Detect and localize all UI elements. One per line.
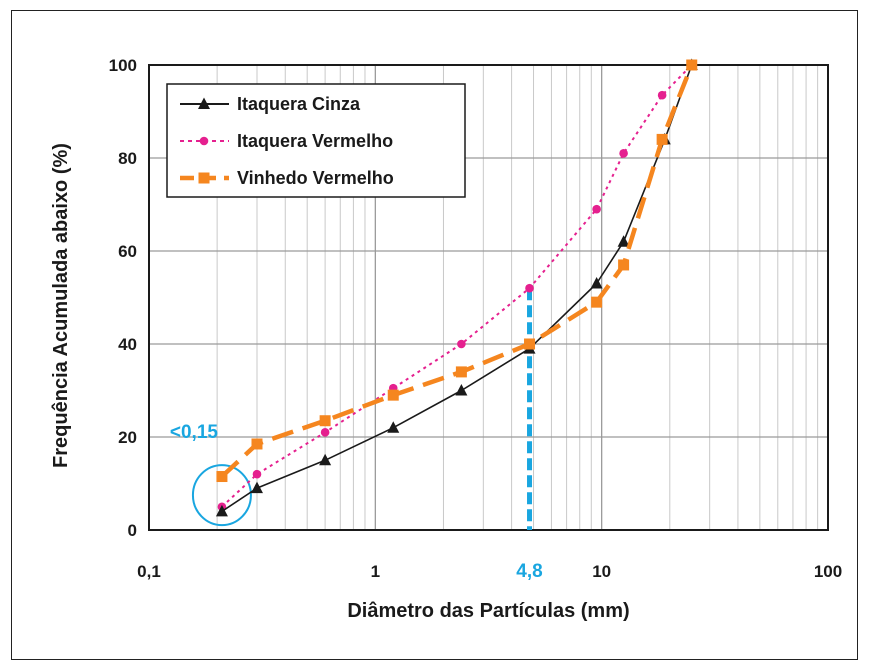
legend-item: Itaquera Vermelho <box>180 131 393 151</box>
data-point <box>387 421 400 433</box>
data-point <box>455 384 468 396</box>
data-point <box>686 59 698 71</box>
legend-label: Itaquera Vermelho <box>237 131 393 151</box>
y-tick-label: 40 <box>118 335 137 354</box>
y-tick-label: 60 <box>118 242 137 261</box>
data-point <box>619 149 628 158</box>
data-point <box>618 259 630 271</box>
plot-area <box>148 64 829 531</box>
legend-label: Itaquera Cinza <box>237 94 361 114</box>
data-point <box>319 453 332 466</box>
data-point <box>387 389 399 401</box>
data-point <box>617 235 630 247</box>
series-line <box>220 64 694 479</box>
y-tick-label: 20 <box>118 428 137 447</box>
legend: Itaquera Cinza Itaquera Vermelho Vinhedo V… <box>166 83 466 198</box>
x-axis-label: Diâmetro das Partículas (mm) <box>347 600 629 622</box>
data-point <box>592 204 601 214</box>
legend-box <box>166 83 466 198</box>
cutoff-label: 4,8 <box>516 561 542 582</box>
data-point <box>319 415 331 427</box>
series-vinhedo-vermelho <box>216 59 698 483</box>
x-tick-label: 10 <box>592 562 611 581</box>
fine-fraction-ellipse <box>191 464 252 527</box>
data-point <box>590 277 603 289</box>
legend-label: Vinhedo Vermelho <box>237 168 394 188</box>
legend-marker <box>198 97 210 109</box>
x-tick-label: 1 <box>371 562 380 581</box>
series-line <box>221 64 693 513</box>
fine-fraction-label: <0,15 <box>170 422 219 443</box>
x-tick-label: 100 <box>814 562 842 581</box>
y-tick-label: 100 <box>109 56 137 75</box>
data-point <box>250 481 263 494</box>
y-tick-labels: 0 20 40 60 80 100 <box>109 56 137 540</box>
data-point <box>455 366 467 378</box>
x-tick-labels: 0,1 1 10 100 <box>137 562 842 581</box>
data-point <box>320 428 330 437</box>
y-tick-label: 80 <box>118 149 137 168</box>
series-itaquera-cinza <box>215 58 698 517</box>
data-point <box>216 471 228 483</box>
data-point <box>215 504 228 517</box>
data-point <box>457 339 466 349</box>
x-tick-label: 0,1 <box>137 562 161 581</box>
y-axis-label: Frequência Acumulada abaixo (%) <box>50 143 72 468</box>
legend-marker <box>199 136 209 146</box>
series-itaquera-vermelho <box>217 60 697 512</box>
data-point <box>591 296 603 308</box>
legend-marker <box>198 172 210 184</box>
data-point <box>656 133 668 145</box>
annotation-layer: 4,8 <0,15 <box>170 288 543 582</box>
data-point <box>525 283 534 293</box>
legend-item: Vinhedo Vermelho <box>180 168 394 188</box>
series-layer <box>215 58 698 517</box>
data-point <box>252 469 262 479</box>
data-point <box>524 338 536 350</box>
data-point <box>657 90 667 100</box>
y-tick-label: 0 <box>128 521 137 540</box>
legend-item: Itaquera Cinza <box>180 94 361 114</box>
data-point <box>251 438 263 450</box>
